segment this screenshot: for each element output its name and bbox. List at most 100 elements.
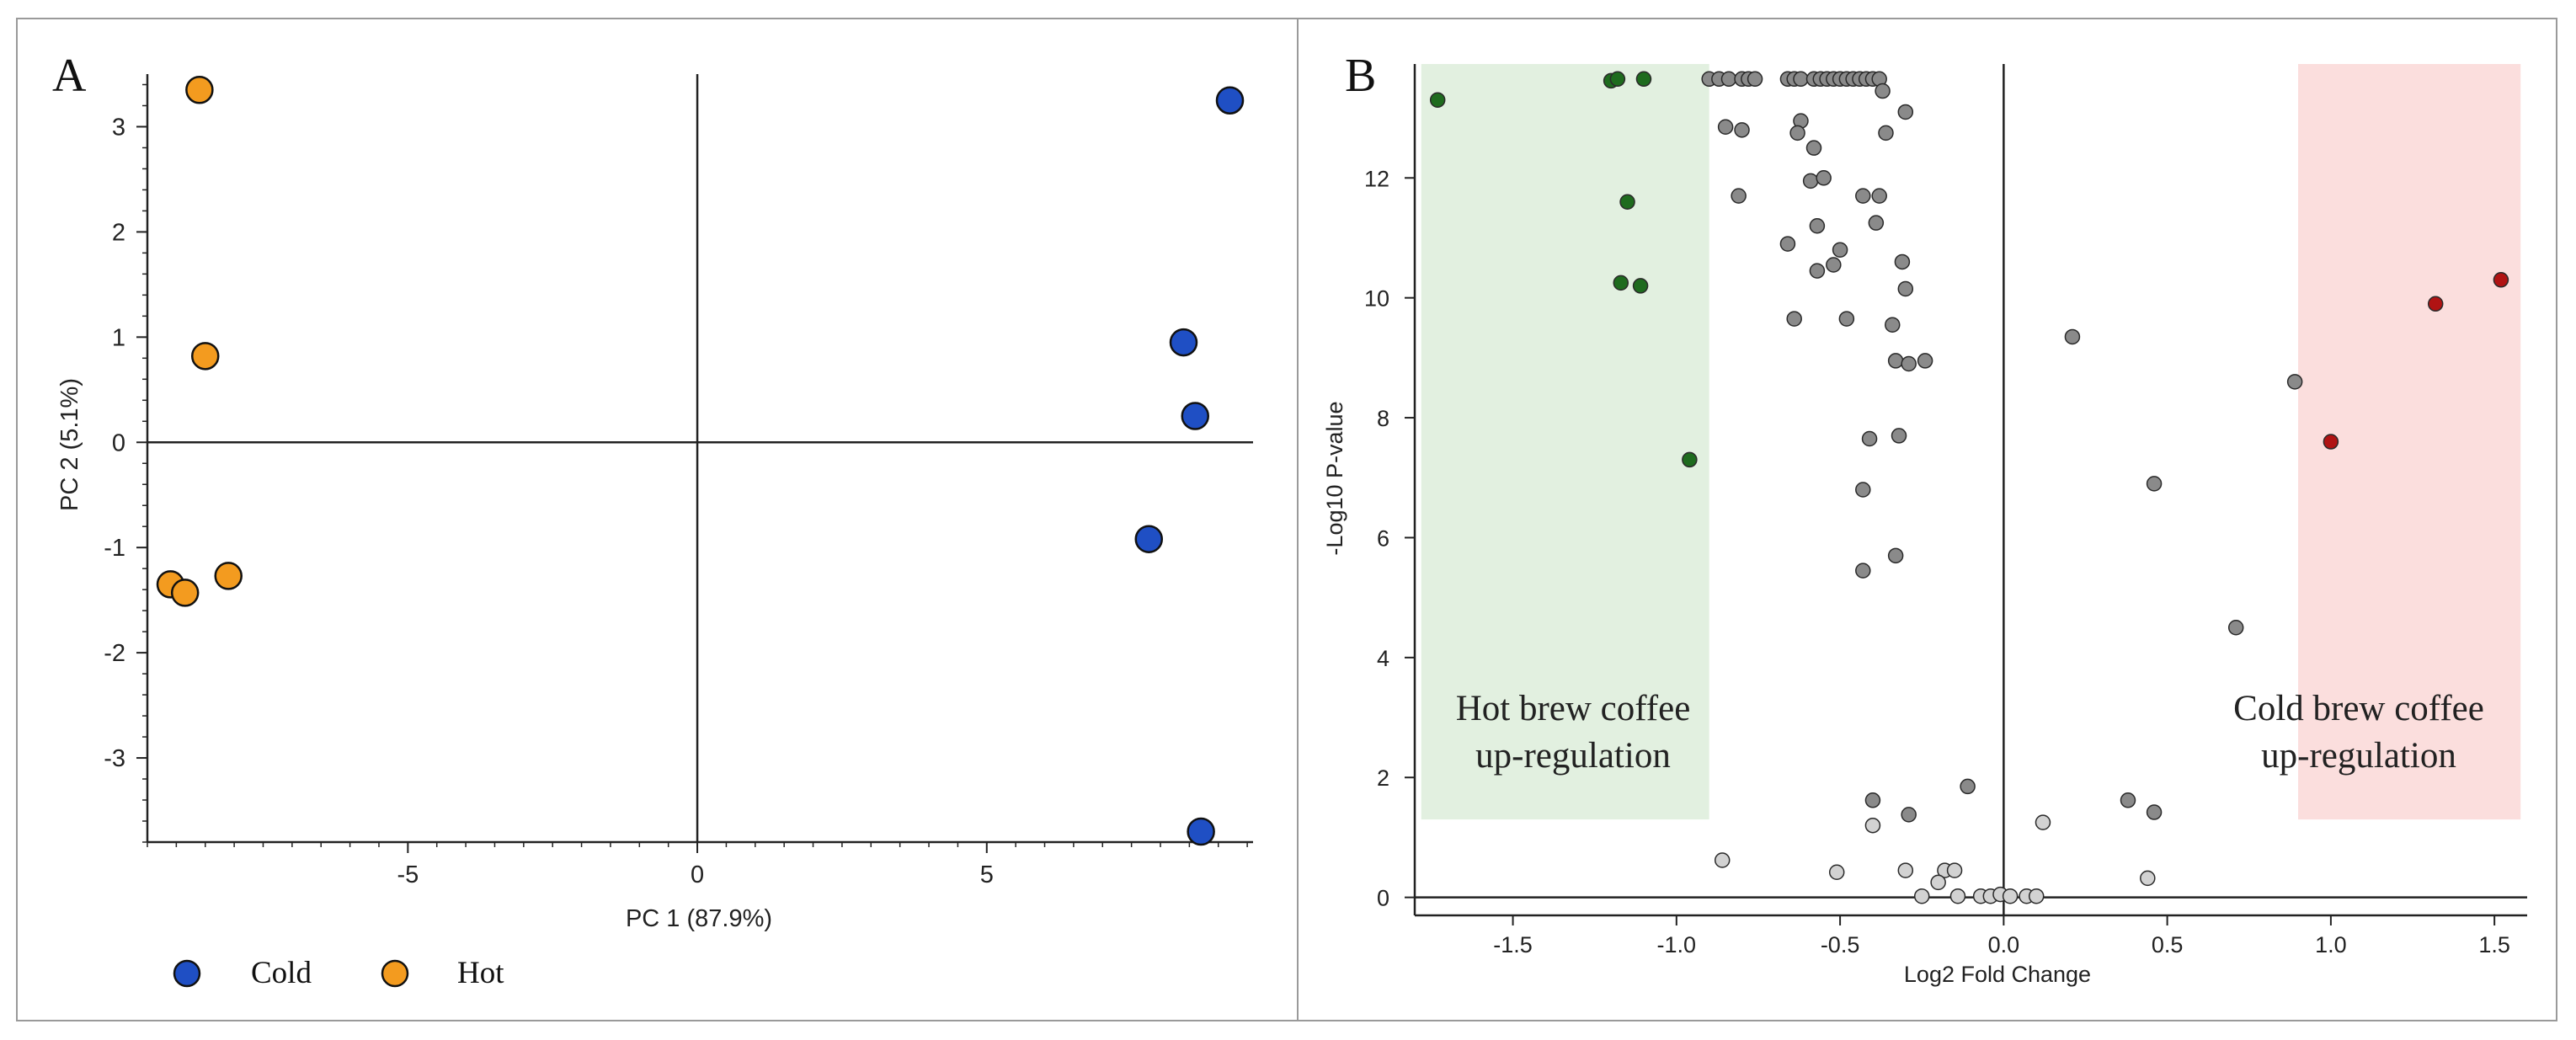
volcano-point [1901, 355, 1917, 372]
volcano-point [1720, 71, 1737, 88]
volcano-point [1946, 862, 1963, 878]
panel-a-label: A [52, 50, 87, 102]
panel-b-y-tick-label: 2 [1377, 765, 1389, 791]
panel-a-x-tick-label: 5 [980, 861, 994, 888]
panel-a-y-tick-label: -2 [104, 640, 125, 667]
panel-b-y-axis-label: -Log10 P-value [1322, 401, 1347, 555]
pca-point-hot [170, 579, 200, 607]
pca-point-hot [214, 562, 243, 590]
panel-a-x-axis-label: PC 1 (87.9%) [626, 905, 772, 932]
volcano-point [1885, 317, 1901, 333]
pca-point-cold [1187, 817, 1215, 846]
panel-a-ticks: 3 2 1 0 -1 -2 -3 -5 0 5 [104, 83, 1248, 888]
volcano-point [2146, 476, 2163, 492]
panel-b-y-tick-label: 8 [1377, 406, 1389, 431]
panel-b-x-tick-label: 0.5 [2152, 932, 2184, 957]
panel-b: B 0 2 4 6 8 10 12 -1.5 -1.0 -0.5 0.0 0.5 1.0 1.5 Hot … [1322, 50, 2527, 987]
volcano-point [1747, 71, 1763, 88]
volcano-point [1832, 242, 1848, 258]
panel-a-y-axis-label: PC 2 (5.1%) [56, 378, 83, 511]
volcano-point [2140, 870, 2156, 887]
volcano-point [1949, 888, 1966, 904]
volcano-point [1609, 71, 1626, 88]
pca-point-cold [1169, 328, 1198, 357]
volcano-point [2227, 620, 2244, 636]
legend-cold-label: Cold [251, 956, 312, 990]
volcano-point [1913, 888, 1930, 904]
volcano-point [2035, 814, 2051, 830]
panel-a-x-tick-label: 0 [691, 861, 704, 888]
volcano-point [1875, 83, 1891, 99]
volcano-point [1901, 807, 1917, 823]
panel-b-x-axis-label: Log2 Fold Change [1904, 962, 2091, 987]
volcano-point [2028, 888, 2045, 904]
panel-b-label: B [1345, 50, 1376, 102]
volcano-point [1635, 71, 1652, 88]
pca-point-cold [1215, 86, 1245, 115]
volcano-point [1682, 451, 1698, 468]
volcano-point [1717, 119, 1734, 136]
figure-border [16, 18, 2557, 1021]
hot-upregulation-region [1421, 64, 1709, 820]
volcano-point [1864, 792, 1881, 808]
panel-b-ticks: 0 2 4 6 8 10 12 -1.5 -1.0 -0.5 0.0 0.5 1.0 1.5 [1364, 166, 2510, 957]
volcano-point [1619, 194, 1635, 211]
panel-b-x-tick-label: 0.0 [1988, 932, 2020, 957]
volcano-point [1897, 862, 1914, 878]
volcano-point [1855, 188, 1871, 204]
volcano-point [2002, 888, 2019, 904]
pca-point-hot [185, 75, 214, 104]
volcano-point [1855, 563, 1871, 579]
volcano-point [1917, 353, 1933, 369]
volcano-point [1786, 311, 1802, 327]
panel-a-x-tick-label: -5 [397, 861, 419, 888]
volcano-point [1809, 217, 1826, 234]
volcano-point [1793, 71, 1809, 88]
volcano-point [1789, 125, 1805, 141]
volcano-point [1864, 817, 1881, 834]
cold-region-caption-line1: Cold brew coffee [2233, 689, 2484, 728]
volcano-point [1887, 353, 1904, 369]
panel-a-y-tick-label: 1 [112, 324, 125, 351]
panel-a-y-tick-label: 0 [112, 429, 125, 456]
panel-b-y-tick-label: 6 [1377, 525, 1389, 551]
volcano-point [1894, 253, 1911, 270]
volcano-point [2493, 272, 2509, 288]
volcano-point [1887, 547, 1904, 564]
panel-a-legend: Cold Hot [173, 956, 504, 990]
volcano-point [1613, 275, 1629, 291]
volcano-point [2120, 792, 2136, 808]
volcano-point [1734, 122, 1750, 138]
legend-cold-marker [173, 959, 201, 988]
cold-region-caption-line2: up-regulation [2261, 736, 2456, 776]
panel-a-y-tick-label: 3 [112, 114, 125, 141]
volcano-point [1632, 278, 1649, 294]
volcano-point [1816, 170, 1832, 186]
panel-a-y-tick-label: -3 [104, 745, 125, 772]
volcano-point [2323, 434, 2339, 450]
volcano-point [1809, 263, 1826, 279]
volcano-point [1855, 482, 1871, 498]
volcano-point [1714, 852, 1731, 868]
volcano-point [1861, 430, 1878, 447]
hot-region-caption-line2: up-regulation [1475, 736, 1671, 776]
panel-a-y-tick-label: 2 [112, 219, 125, 246]
volcano-point [1930, 874, 1946, 891]
volcano-point [1960, 778, 1976, 795]
panel-a-y-tick-label: -1 [104, 535, 125, 562]
volcano-point [2286, 374, 2303, 390]
panel-b-x-tick-label: 1.5 [2478, 932, 2510, 957]
panel-a-points [156, 75, 1245, 846]
panel-b-x-tick-label: -1.0 [1657, 932, 1697, 957]
volcano-point [1828, 864, 1845, 880]
panel-b-y-tick-label: 12 [1364, 166, 1389, 191]
panel-a: A 3 2 1 0 -1 -2 -3 -5 0 5 PC 1 (87.9%) PC 2 (5.1%… [52, 50, 1253, 990]
volcano-point [1805, 140, 1822, 156]
volcano-point [1838, 311, 1855, 327]
panel-b-y-tick-label: 10 [1364, 286, 1389, 312]
panel-b-x-tick-label: 1.0 [2315, 932, 2347, 957]
volcano-point [1868, 215, 1885, 231]
hot-region-caption-line1: Hot brew coffee [1456, 689, 1691, 728]
volcano-point [1897, 104, 1914, 120]
